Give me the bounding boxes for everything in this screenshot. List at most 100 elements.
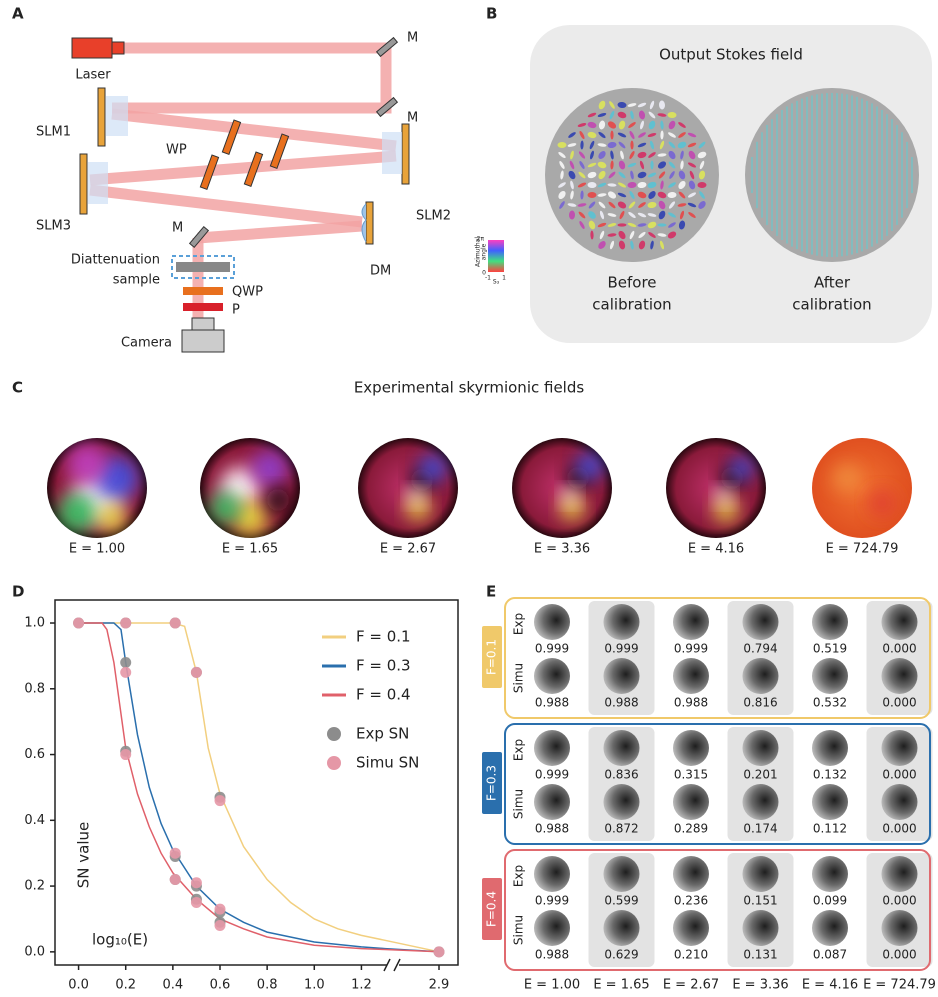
ellipse xyxy=(630,140,634,150)
skyrmion-texture xyxy=(714,456,754,522)
ellipse xyxy=(610,160,614,170)
slm-pixels xyxy=(106,96,128,136)
ellipse xyxy=(598,201,606,209)
sn-value: 0.131 xyxy=(743,948,777,962)
y-axis-label: SN value xyxy=(75,822,93,888)
ellipse xyxy=(617,192,627,198)
legend-swatch xyxy=(327,756,341,770)
ellipse xyxy=(568,132,576,138)
sphere xyxy=(534,730,570,766)
blob xyxy=(714,498,738,522)
caption: After xyxy=(814,274,851,292)
column-label: E = 3.36 xyxy=(732,978,788,993)
sample xyxy=(176,262,230,272)
sn-value: 0.988 xyxy=(535,822,569,836)
label: WP xyxy=(166,143,187,158)
skyrmion-label: E = 4.16 xyxy=(688,542,744,557)
ellipse xyxy=(668,120,676,130)
ellipse xyxy=(668,182,676,188)
sphere xyxy=(881,856,918,892)
ellipse xyxy=(680,160,684,170)
label: QWP xyxy=(232,285,263,300)
sphere xyxy=(742,856,779,892)
sn-value: 0.999 xyxy=(535,642,569,656)
ellipse xyxy=(618,160,626,170)
sphere xyxy=(603,910,640,946)
sphere xyxy=(673,604,709,640)
skyrmion-label: E = 3.36 xyxy=(534,542,590,557)
ellipse xyxy=(627,103,637,107)
label: Diattenuation xyxy=(71,253,160,268)
ellipse xyxy=(637,181,647,189)
legend-label: Exp SN xyxy=(356,725,409,743)
ellipse xyxy=(658,171,666,179)
block-label: F=0.3 xyxy=(485,765,499,801)
beam xyxy=(111,108,397,152)
ellipse xyxy=(578,151,586,159)
sphere xyxy=(534,910,570,946)
colorbar xyxy=(488,240,504,272)
ellipse xyxy=(637,223,647,227)
scatter-point xyxy=(190,666,202,678)
ellipse xyxy=(660,120,664,130)
sphere xyxy=(812,604,848,640)
sphere xyxy=(881,784,918,820)
components xyxy=(71,36,410,353)
ellipse xyxy=(638,240,646,250)
ellipse xyxy=(560,170,564,180)
skyrmion xyxy=(812,438,912,538)
ellipse xyxy=(640,120,644,130)
blob xyxy=(562,488,578,504)
column-label: E = 2.67 xyxy=(663,978,719,993)
ellipse xyxy=(698,141,706,149)
series-line xyxy=(78,622,440,953)
ellipse xyxy=(618,240,626,250)
ellipse xyxy=(667,212,677,218)
skyrmion xyxy=(358,438,458,538)
ellipse xyxy=(629,190,635,200)
ellipse xyxy=(608,171,616,179)
x-tick-label: 0.2 xyxy=(115,978,136,993)
dm xyxy=(365,201,374,245)
ellipse xyxy=(658,200,666,210)
scatter-point xyxy=(214,920,226,932)
ellipse xyxy=(679,210,685,220)
skyrmion-texture xyxy=(833,464,896,517)
sphere xyxy=(812,784,848,820)
sphere xyxy=(534,784,570,820)
skyrmion xyxy=(512,438,612,538)
ellipse xyxy=(617,132,627,138)
polarization-ellipses xyxy=(557,100,707,250)
ellipse xyxy=(650,240,654,250)
ellipse xyxy=(598,100,606,110)
block-label: F=0.4 xyxy=(485,891,499,927)
ellipse xyxy=(678,132,686,138)
ellipse xyxy=(648,152,656,158)
ellipse xyxy=(587,191,597,199)
waveplate xyxy=(221,119,242,155)
label: DM xyxy=(370,264,391,279)
sphere xyxy=(603,658,640,694)
sn-chart: 0.0 0.2 0.4 0.6 0.8 1.0 0.0 0.2 0.4 0.6 0.8 1.0 1.2 2… xyxy=(24,599,459,993)
ellipse xyxy=(697,151,707,159)
block-tab xyxy=(482,878,502,940)
label: SLM1 xyxy=(36,125,71,140)
x-tick-label: 1.2 xyxy=(351,978,372,993)
x-tick-label: 0.0 xyxy=(68,978,89,993)
sn-value: 0.988 xyxy=(604,696,638,710)
ellipse xyxy=(570,180,574,190)
sn-value: 0.836 xyxy=(604,768,638,782)
sn-value: 0.000 xyxy=(882,948,916,962)
ellipse xyxy=(657,233,667,237)
ellipse xyxy=(597,112,607,118)
sphere xyxy=(742,730,779,766)
x-tick-label: 0.8 xyxy=(257,978,278,993)
sn-value: 0.988 xyxy=(535,948,569,962)
sn-value: 0.629 xyxy=(604,948,638,962)
mirror xyxy=(375,96,399,118)
ellipse xyxy=(628,122,636,128)
sn-value: 0.988 xyxy=(535,696,569,710)
ellipse xyxy=(648,111,656,119)
blob xyxy=(57,493,97,533)
x-axis-label: log₁₀(E) xyxy=(92,931,148,949)
